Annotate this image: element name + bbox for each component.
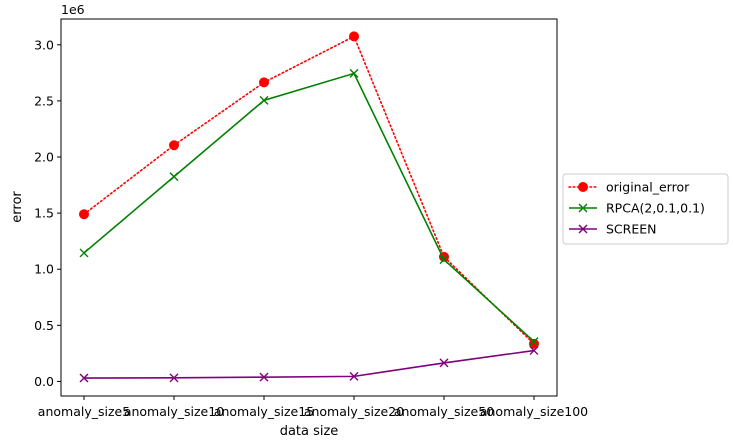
marker-x-stroke bbox=[578, 203, 588, 213]
marker-circle bbox=[259, 77, 269, 88]
y-tick-label: 2.5 bbox=[34, 93, 54, 108]
marker-x bbox=[169, 172, 179, 182]
series-layer bbox=[79, 31, 539, 383]
series-line bbox=[83, 72, 535, 343]
x-tick-label: anomaly_size100 bbox=[480, 404, 588, 419]
marker-x bbox=[529, 346, 539, 356]
marker-x bbox=[439, 358, 449, 368]
legend-label: original_error bbox=[606, 180, 690, 195]
marker-x-stroke bbox=[439, 358, 449, 368]
marker-circle bbox=[349, 31, 359, 42]
marker-x-stroke bbox=[259, 372, 269, 382]
marker-x bbox=[79, 248, 89, 258]
marker-circle bbox=[529, 338, 539, 349]
x-tick-label: anomaly_size15 bbox=[214, 404, 314, 419]
marker-x-stroke bbox=[169, 172, 179, 182]
marker-x bbox=[259, 95, 269, 105]
y-tick-label: 1.5 bbox=[34, 206, 54, 221]
marker-x-stroke bbox=[349, 68, 359, 78]
x-tick-label: anomaly_size10 bbox=[124, 404, 224, 419]
marker-x bbox=[349, 371, 359, 381]
series-line bbox=[83, 349, 535, 379]
marker-x-stroke bbox=[79, 373, 89, 383]
marker-circle bbox=[578, 182, 588, 192]
legend-item: original_error bbox=[568, 180, 690, 195]
marker-circle bbox=[169, 140, 179, 151]
series-2 bbox=[79, 346, 539, 383]
marker-x-stroke bbox=[529, 346, 539, 356]
y-axis-label: error bbox=[10, 191, 25, 223]
y-tick-label: 2.0 bbox=[34, 150, 54, 165]
marker-x-stroke bbox=[79, 248, 89, 258]
x-tick-label: anomaly_size5 bbox=[38, 404, 130, 419]
y-tick-label: 0.5 bbox=[34, 318, 54, 333]
legend-item: RPCA(2,0.1,0.1) bbox=[569, 201, 705, 216]
marker-x bbox=[578, 203, 588, 213]
x-tick-label: anomaly_size20 bbox=[304, 404, 404, 419]
marker-x-stroke bbox=[349, 371, 359, 381]
legend-label: SCREEN bbox=[606, 222, 657, 237]
y-tick-label: 3.0 bbox=[34, 37, 54, 52]
marker-x bbox=[259, 372, 269, 382]
legend-frame bbox=[562, 173, 729, 245]
series-1 bbox=[79, 68, 539, 347]
marker-x-stroke bbox=[259, 95, 269, 105]
plot-frame bbox=[60, 18, 558, 397]
marker-circle bbox=[79, 209, 89, 220]
y-tick-label: 1.0 bbox=[34, 262, 54, 277]
marker-x-stroke bbox=[439, 255, 449, 265]
marker-x bbox=[169, 373, 179, 383]
marker-x bbox=[529, 337, 539, 347]
marker-x-stroke bbox=[529, 337, 539, 347]
marker-x bbox=[578, 224, 588, 234]
x-tick-label: anomaly_size50 bbox=[394, 404, 494, 419]
marker-x bbox=[79, 373, 89, 383]
series-line bbox=[83, 35, 535, 345]
legend-item: SCREEN bbox=[569, 222, 657, 237]
marker-x-stroke bbox=[169, 373, 179, 383]
axes-layer: 0.00.51.01.52.02.53.0anomaly_size5anomal… bbox=[34, 37, 588, 419]
legend-label: RPCA(2,0.1,0.1) bbox=[606, 201, 705, 216]
marker-x-stroke bbox=[578, 224, 588, 234]
x-axis-label: data size bbox=[280, 424, 339, 439]
legend: original_error RPCA(2,0.1,0.1) SCREEN bbox=[562, 173, 729, 245]
y-scale-label: 1e6 bbox=[61, 2, 85, 17]
plot-area bbox=[61, 19, 557, 396]
y-tick-label: 0.0 bbox=[34, 374, 54, 389]
marker-x bbox=[439, 255, 449, 265]
marker-x bbox=[349, 68, 359, 78]
